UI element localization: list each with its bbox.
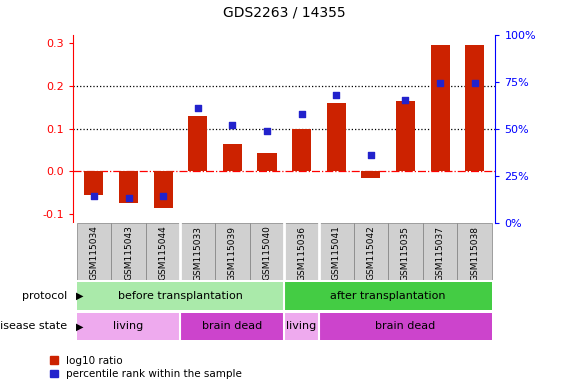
Bar: [319, 313, 492, 340]
Text: GSM115039: GSM115039: [228, 226, 237, 281]
Bar: [457, 223, 492, 280]
Text: GSM115034: GSM115034: [90, 226, 99, 280]
Text: GSM115035: GSM115035: [401, 226, 410, 281]
Point: [90, 193, 99, 199]
Text: protocol: protocol: [23, 291, 68, 301]
Point: [470, 80, 479, 86]
Bar: [284, 282, 492, 310]
Text: disease state: disease state: [0, 321, 68, 331]
Legend: log10 ratio, percentile rank within the sample: log10 ratio, percentile rank within the …: [50, 356, 242, 379]
Text: living: living: [287, 321, 317, 331]
Bar: [257, 153, 276, 171]
Text: GSM115044: GSM115044: [159, 226, 168, 280]
Text: GDS2263 / 14355: GDS2263 / 14355: [223, 5, 346, 19]
Bar: [327, 103, 346, 171]
Bar: [284, 223, 319, 280]
Bar: [431, 45, 450, 171]
Bar: [154, 171, 173, 208]
Point: [297, 111, 306, 117]
Bar: [215, 223, 250, 280]
Bar: [284, 313, 319, 340]
Point: [193, 105, 202, 111]
Bar: [146, 223, 181, 280]
Bar: [396, 101, 415, 171]
Bar: [354, 223, 388, 280]
Text: ▶: ▶: [76, 321, 83, 331]
Text: GSM115036: GSM115036: [297, 226, 306, 281]
Text: GSM115040: GSM115040: [262, 226, 271, 280]
Bar: [361, 171, 381, 178]
Bar: [250, 223, 284, 280]
Bar: [188, 116, 207, 171]
Bar: [84, 171, 104, 195]
Bar: [388, 223, 423, 280]
Point: [332, 92, 341, 98]
Point: [367, 152, 376, 158]
Bar: [111, 223, 146, 280]
Point: [401, 98, 410, 104]
Text: brain dead: brain dead: [376, 321, 436, 331]
Bar: [77, 282, 284, 310]
Bar: [77, 313, 181, 340]
Text: GSM115042: GSM115042: [367, 226, 376, 280]
Text: before transplantation: before transplantation: [118, 291, 243, 301]
Text: living: living: [113, 321, 144, 331]
Text: ▶: ▶: [76, 291, 83, 301]
Text: GSM115038: GSM115038: [470, 226, 479, 281]
Text: GSM115037: GSM115037: [436, 226, 445, 281]
Bar: [181, 313, 284, 340]
Bar: [77, 223, 111, 280]
Point: [262, 127, 271, 134]
Bar: [292, 129, 311, 171]
Bar: [423, 223, 457, 280]
Text: brain dead: brain dead: [202, 321, 262, 331]
Bar: [223, 144, 242, 171]
Text: GSM115041: GSM115041: [332, 226, 341, 280]
Text: GSM115033: GSM115033: [193, 226, 202, 281]
Bar: [119, 171, 138, 204]
Point: [228, 122, 237, 128]
Text: after transplantation: after transplantation: [330, 291, 446, 301]
Bar: [319, 223, 354, 280]
Bar: [465, 45, 484, 171]
Text: GSM115043: GSM115043: [124, 226, 133, 280]
Point: [124, 195, 133, 201]
Point: [159, 193, 168, 199]
Point: [436, 80, 445, 86]
Bar: [181, 223, 215, 280]
